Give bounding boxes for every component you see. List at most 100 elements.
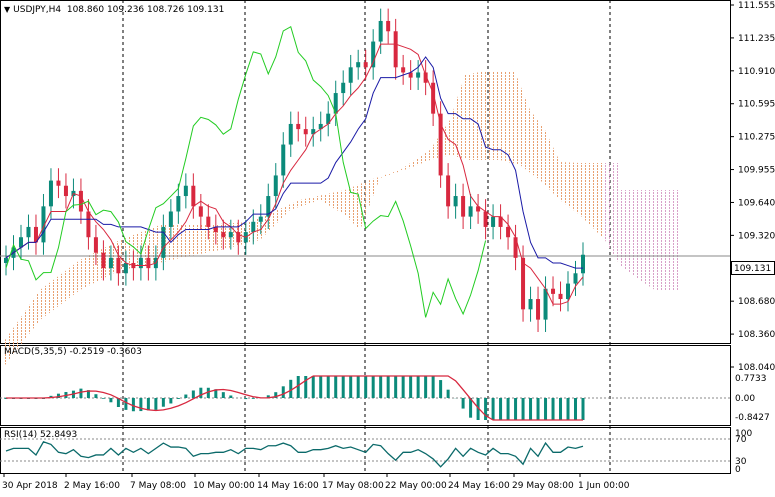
- candle-body: [453, 196, 458, 207]
- macd-histogram-bar: [116, 398, 120, 407]
- candle: [33, 214, 38, 255]
- x-tick-label-0: 30 Apr 2018: [2, 481, 58, 491]
- candle-body: [318, 123, 323, 130]
- macd-histogram-bar: [341, 376, 345, 398]
- x-tick-label-9: 1 Jun 00:00: [578, 481, 630, 491]
- candle: [236, 219, 241, 255]
- macd-signal-line: [6, 375, 583, 421]
- y-tick-label-3: 110.595: [738, 100, 775, 110]
- macd-histogram-bar: [139, 398, 143, 412]
- macd-histogram-bar: [154, 398, 158, 410]
- candle-body: [566, 283, 571, 300]
- candle: [453, 183, 458, 219]
- chikou-line: [5, 25, 487, 318]
- candle-body: [416, 72, 421, 78]
- kijun-line: [5, 56, 583, 269]
- collapse-triangle-icon[interactable]: ▼: [4, 5, 11, 14]
- candle: [491, 204, 496, 240]
- candle: [63, 173, 68, 209]
- macd-histogram-bar: [559, 398, 563, 420]
- macd-level-bottom: -0.8427: [735, 413, 770, 423]
- macd-histogram-bar: [56, 393, 60, 398]
- macd-histogram-bar: [199, 387, 203, 398]
- candle-body: [236, 232, 241, 243]
- macd-histogram-bar: [484, 398, 488, 420]
- y-tick-label-9: 108.680: [738, 297, 775, 307]
- candle: [93, 224, 98, 266]
- candle-body: [93, 237, 98, 253]
- macd-histogram-bar: [94, 394, 98, 398]
- y-tick-label-6: 109.640: [738, 198, 775, 208]
- candle: [318, 111, 323, 142]
- macd-histogram-bar: [424, 376, 428, 398]
- candle-body: [408, 72, 413, 78]
- candle: [543, 276, 548, 332]
- candle: [146, 245, 151, 281]
- symbol-label: USDJPY,H4: [13, 5, 62, 15]
- candle: [198, 193, 203, 229]
- macd-histogram-bar: [371, 376, 375, 398]
- candle-body: [108, 257, 113, 269]
- candle-body: [461, 196, 466, 217]
- ichimoku-cloud-bear: [605, 163, 680, 290]
- macd-histogram-bar: [544, 398, 548, 420]
- y-tick-label-2: 110.910: [738, 67, 775, 77]
- candle: [521, 245, 526, 322]
- candle: [333, 80, 338, 127]
- candle-body: [161, 226, 166, 258]
- candle-body: [446, 175, 451, 207]
- macd-histogram-bar: [161, 398, 165, 407]
- candle: [468, 193, 473, 229]
- x-tick-label-6: 22 May 00:00: [385, 481, 447, 491]
- candle-body: [228, 232, 233, 238]
- candle-body: [558, 293, 563, 300]
- candle-body: [86, 211, 91, 238]
- macd-histogram-bar: [109, 398, 113, 403]
- macd-histogram-bar: [416, 376, 420, 398]
- candle-body: [333, 93, 338, 114]
- candle: [348, 54, 353, 96]
- candle: [281, 132, 286, 188]
- macd-histogram-bar: [319, 376, 323, 398]
- macd-histogram-bar: [326, 376, 330, 398]
- rsi-level-100: 100: [735, 429, 752, 439]
- candle-body: [266, 196, 271, 217]
- macd-histogram-bar: [131, 398, 135, 412]
- current-price-badge: 109.131: [731, 261, 775, 275]
- macd-histogram-bar: [251, 398, 255, 399]
- macd-histogram-bar: [446, 389, 450, 398]
- candle-body: [251, 221, 256, 233]
- candle-body: [123, 262, 128, 274]
- macd-histogram-bar: [499, 398, 503, 420]
- candle: [423, 60, 428, 96]
- candle: [18, 224, 23, 260]
- candle: [378, 8, 383, 54]
- macd-histogram-bar: [281, 386, 285, 398]
- candle-body: [551, 288, 556, 294]
- macd-histogram-bar: [506, 398, 510, 420]
- rsi-line: [5, 440, 584, 468]
- macd-pane-border: [0, 345, 731, 426]
- candle-body: [348, 67, 353, 83]
- candle-body: [146, 257, 151, 269]
- macd-histogram-bar: [469, 398, 473, 418]
- candle-body: [573, 273, 578, 284]
- candle-body: [101, 252, 106, 269]
- candle-body: [176, 196, 181, 212]
- candle-body: [438, 113, 443, 176]
- candle: [416, 60, 421, 90]
- candle: [26, 214, 31, 250]
- candle: [401, 54, 406, 85]
- macd-histogram-bar: [124, 398, 128, 410]
- candle-body: [326, 113, 331, 124]
- candle-body: [138, 257, 143, 269]
- macd-histogram-bar: [191, 390, 195, 398]
- candle: [303, 116, 308, 147]
- macd-histogram-bar: [266, 395, 270, 398]
- candle-body: [386, 20, 391, 32]
- candle: [296, 111, 301, 142]
- candle: [408, 60, 413, 90]
- macd-histogram-bar: [169, 398, 173, 404]
- candle: [288, 111, 293, 157]
